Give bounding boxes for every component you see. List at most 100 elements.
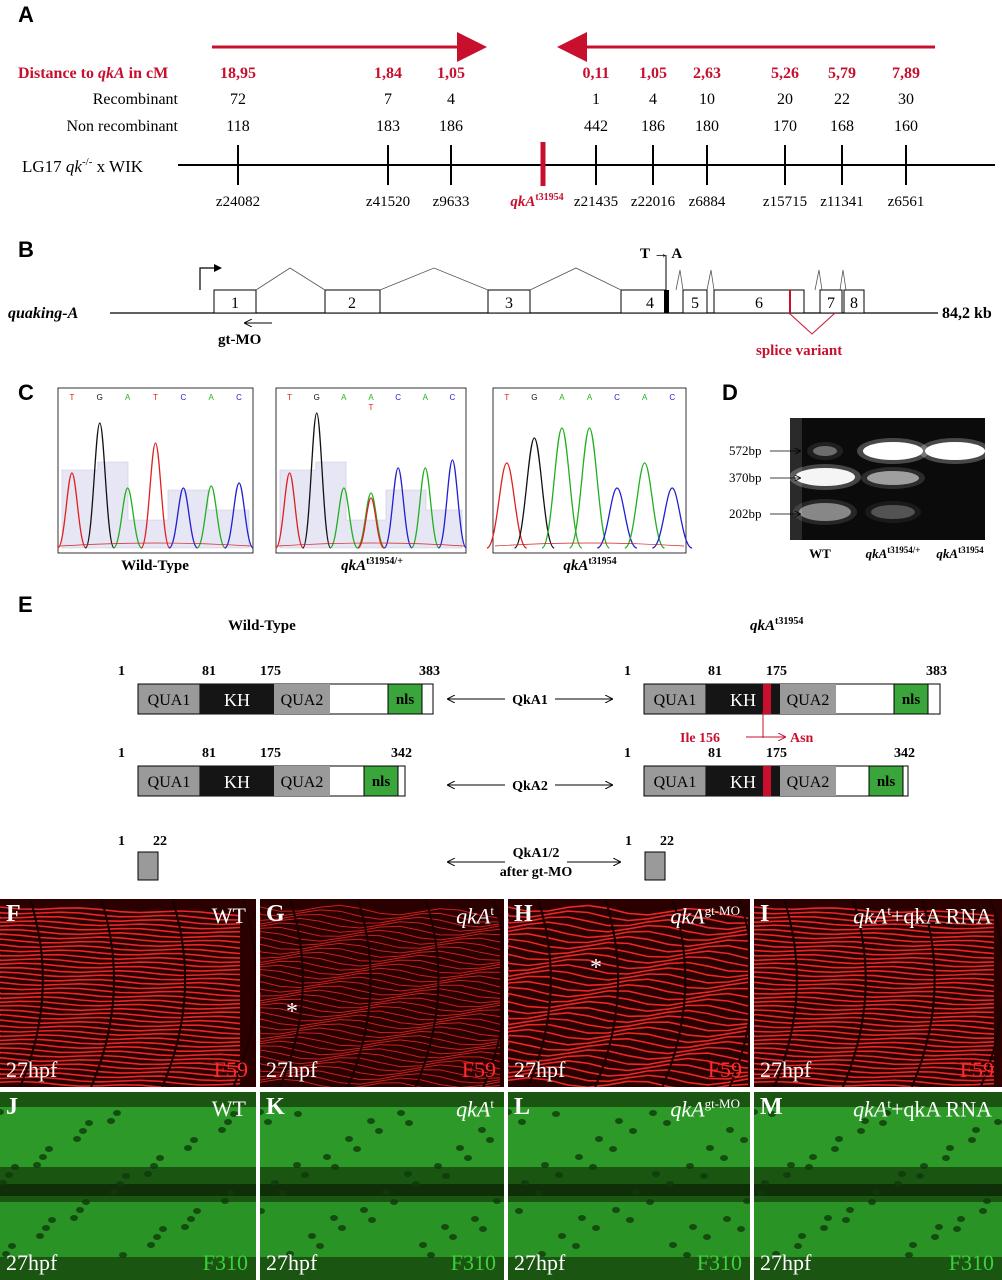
nucleus bbox=[632, 1189, 640, 1195]
residue-kh-end: 175 bbox=[260, 664, 281, 679]
nucleus bbox=[957, 1216, 965, 1222]
residue-kh-start: 81 bbox=[202, 664, 216, 679]
muscle-fiber bbox=[754, 1029, 994, 1039]
nucleus bbox=[552, 1111, 560, 1117]
muscle-fiber bbox=[0, 915, 241, 926]
distance-row-label: Distance to qkA in cM bbox=[18, 65, 168, 82]
nucleus bbox=[743, 1198, 750, 1204]
nucleus bbox=[478, 1127, 486, 1133]
muscle-fiber bbox=[260, 1049, 501, 1064]
size-370: 370bp bbox=[729, 470, 762, 485]
nucleus bbox=[144, 1171, 152, 1177]
muscle-fiber bbox=[0, 995, 241, 1006]
recombinant-value: 7 bbox=[384, 91, 392, 108]
gene-name: quaking-A bbox=[8, 305, 79, 322]
nucleus bbox=[783, 1172, 791, 1178]
nucleus bbox=[972, 1127, 980, 1133]
stain-label: F310 bbox=[948, 1250, 994, 1275]
qua1-label: QUA1 bbox=[654, 692, 697, 709]
residue-kh-end: 175 bbox=[766, 746, 787, 761]
nucleus bbox=[629, 1128, 637, 1134]
distance-value: 1,05 bbox=[437, 65, 465, 82]
nucleus bbox=[308, 1233, 316, 1239]
nucleus bbox=[8, 1243, 16, 1249]
mutation-text: T → A bbox=[640, 246, 682, 262]
mutation-site bbox=[664, 290, 669, 313]
muscle-fiber bbox=[0, 957, 241, 968]
nonrecombinant-value: 183 bbox=[376, 118, 400, 135]
muscle-fiber bbox=[508, 916, 749, 931]
muscle-fiber bbox=[0, 1047, 241, 1057]
gel-band bbox=[799, 503, 851, 521]
somite-boundary bbox=[414, 899, 440, 1087]
base-call: G bbox=[97, 393, 103, 402]
e-wt-title: Wild-Type bbox=[228, 618, 296, 634]
condition-label: qkAt+qkA RNA bbox=[853, 1096, 992, 1122]
exon-4 bbox=[620, 289, 666, 314]
muscle-fiber bbox=[508, 986, 749, 1001]
muscle-fiber bbox=[0, 981, 241, 993]
muscle-fiber bbox=[0, 987, 241, 997]
trace-baseline bbox=[59, 542, 252, 547]
residue-start: 1 bbox=[118, 664, 125, 679]
muscle-fiber bbox=[0, 1080, 168, 1087]
condition-label: qkAgt-MO bbox=[670, 1096, 740, 1122]
intron-2 bbox=[379, 267, 489, 291]
gel-bands bbox=[789, 438, 991, 525]
nucleus bbox=[842, 1217, 850, 1223]
trace-peak bbox=[302, 412, 332, 549]
muscle-fiber bbox=[754, 1033, 995, 1044]
nucleus bbox=[316, 1243, 324, 1249]
recombinant-row-label: Recombinant bbox=[93, 91, 179, 108]
muscle-fiber bbox=[0, 1067, 241, 1077]
nucleus bbox=[555, 1172, 563, 1178]
somite-boundary bbox=[279, 899, 304, 1087]
trace-title-mut: qkAt31954 bbox=[563, 556, 616, 574]
nucleus bbox=[230, 1111, 238, 1117]
nucleus bbox=[293, 1162, 301, 1168]
trace-peak bbox=[84, 422, 115, 549]
splice-site bbox=[789, 290, 791, 313]
nucleus bbox=[953, 1226, 961, 1232]
muscle-fiber bbox=[260, 1061, 501, 1075]
muscle-fiber bbox=[260, 909, 501, 923]
muscle-fiber bbox=[0, 1072, 241, 1082]
tss-arrow-icon bbox=[199, 267, 218, 290]
somite-boundary bbox=[482, 899, 504, 1087]
nucleus bbox=[946, 1145, 954, 1151]
muscle-fiber bbox=[508, 1034, 749, 1049]
muscle-fiber bbox=[0, 1051, 241, 1062]
nls-label: nls bbox=[877, 774, 896, 790]
exon-6 bbox=[713, 289, 805, 314]
nucleus bbox=[824, 1215, 832, 1221]
lane-wt: WT bbox=[809, 546, 831, 561]
truncated-start: 1 bbox=[625, 834, 632, 849]
stain-label: F59 bbox=[707, 1057, 742, 1082]
nucleus bbox=[572, 1243, 580, 1249]
panel-id: J bbox=[6, 1094, 18, 1120]
distance-value: 0,11 bbox=[582, 65, 609, 82]
nucleus bbox=[968, 1137, 976, 1143]
nucleus bbox=[412, 1181, 420, 1187]
recombinant-value: 1 bbox=[592, 91, 600, 108]
nucleus bbox=[595, 1136, 603, 1142]
nucleus bbox=[11, 1164, 19, 1170]
residue-kh-start: 81 bbox=[708, 664, 722, 679]
distance-value: 1,05 bbox=[639, 65, 667, 82]
muscle-fiber bbox=[0, 1029, 240, 1039]
gtmo-label: QkA1/2 bbox=[513, 846, 560, 861]
residue-start: 1 bbox=[118, 746, 125, 761]
nucleus bbox=[703, 1234, 711, 1240]
muscle-fiber bbox=[260, 930, 501, 945]
nucleus bbox=[70, 1215, 78, 1221]
muscle-fiber bbox=[0, 933, 241, 944]
base-call: C bbox=[236, 393, 242, 402]
muscle-fiber bbox=[754, 911, 995, 921]
dorsal-myotome bbox=[508, 1107, 750, 1167]
gel-band bbox=[871, 505, 915, 519]
muscle-fiber bbox=[0, 1004, 241, 1015]
muscle-fiber bbox=[0, 1000, 241, 1010]
nucleus bbox=[508, 1109, 512, 1115]
nucleus bbox=[193, 1208, 201, 1214]
kh-label: KH bbox=[224, 690, 250, 710]
